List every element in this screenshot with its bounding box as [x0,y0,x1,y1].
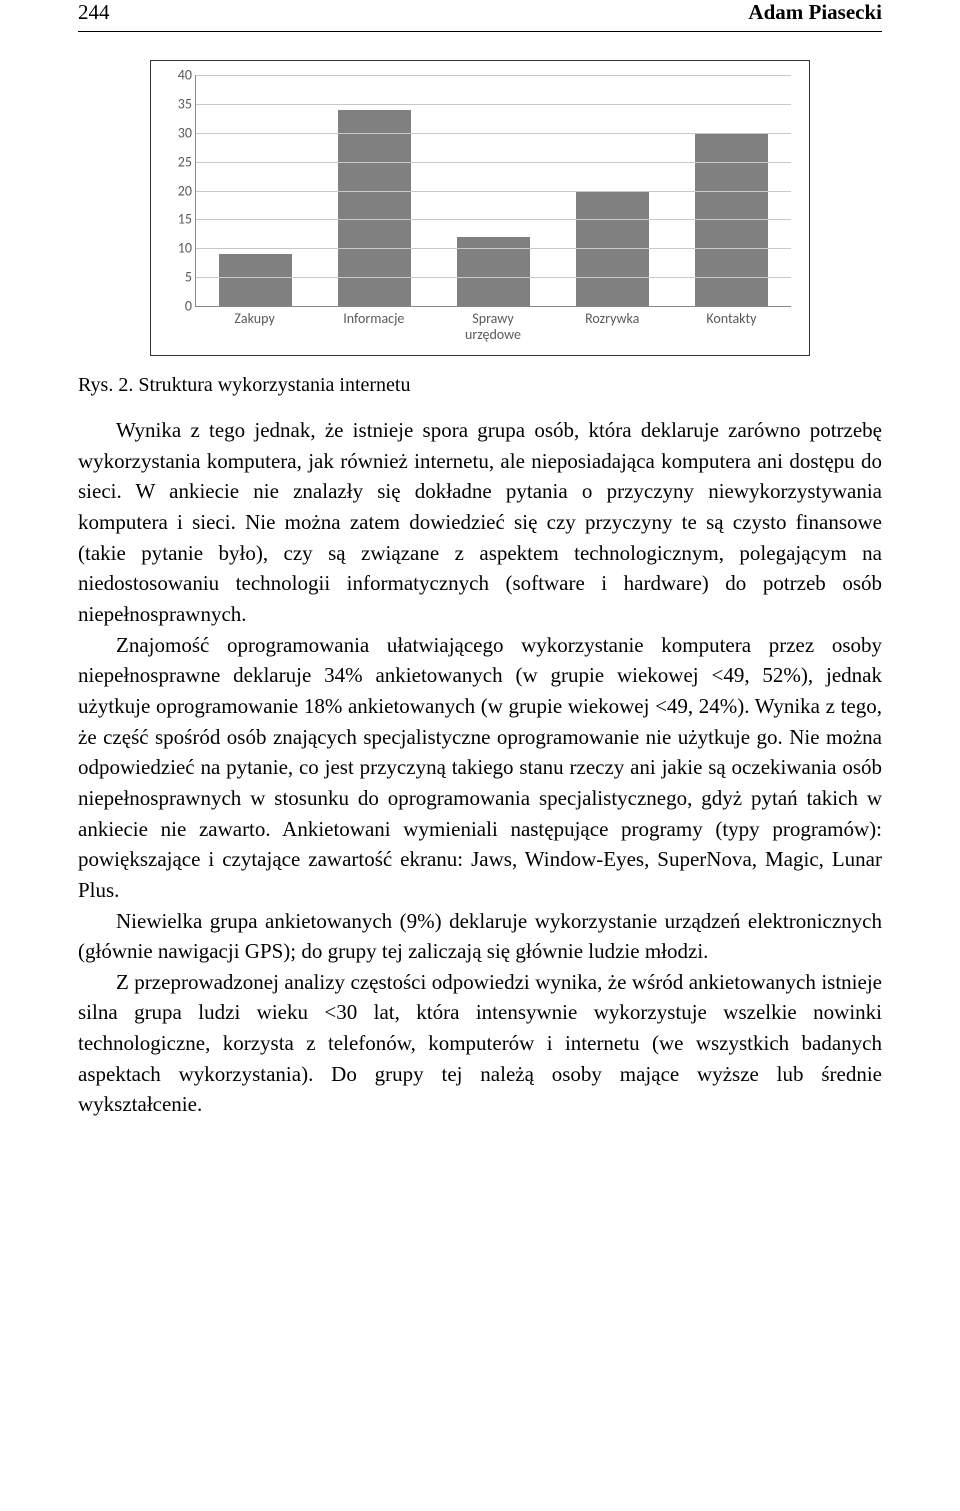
chart-y-tick: 10 [162,240,192,257]
figure-label: Rys. 2. [78,374,133,396]
chart-x-labels: ZakupyInformacjeSprawyurzędoweRozrywkaKo… [195,307,791,345]
chart-y-tick: 0 [162,298,192,315]
chart-y-tick: 35 [162,95,192,112]
chart-gridline [196,191,791,192]
chart-x-label: Sprawyurzędowe [433,307,552,345]
chart-y-tick: 25 [162,153,192,170]
figure-caption: Rys. 2. Struktura wykorzystania internet… [78,374,882,397]
chart-gridline [196,248,791,249]
chart-y-tick: 5 [162,269,192,286]
chart-bar [219,254,293,306]
chart-y-tick: 40 [162,67,192,84]
paragraph-1: Wynika z tego jednak, że istnieje spora … [78,415,882,630]
chart-gridline [196,75,791,76]
header-author: Adam Piasecki [748,0,882,25]
chart-gridline [196,219,791,220]
chart-gridline [196,277,791,278]
running-header: 244 Adam Piasecki [78,0,882,32]
paragraph-3: Niewielka grupa ankietowanych (9%) dekla… [78,906,882,967]
chart-x-label: Kontakty [672,307,791,345]
chart-y-tick: 30 [162,124,192,141]
chart-gridline [196,104,791,105]
page-number: 244 [78,0,110,25]
chart-gridline [196,133,791,134]
chart-y-tick: 20 [162,182,192,199]
bar-chart: 0510152025303540 ZakupyInformacjeSprawyu… [150,60,810,356]
chart-bar [457,237,531,306]
chart-x-label: Rozrywka [553,307,672,345]
chart-plot-area: 0510152025303540 [195,75,791,307]
chart-y-tick: 15 [162,211,192,228]
chart-x-label: Zakupy [195,307,314,345]
chart-gridline [196,162,791,163]
chart-x-label: Informacje [314,307,433,345]
paragraph-4: Z przeprowadzonej analizy częstości odpo… [78,967,882,1120]
figure-caption-text: Struktura wykorzystania internetu [138,374,410,396]
paragraph-2: Znajomość oprogramowania ułatwiającego w… [78,630,882,906]
